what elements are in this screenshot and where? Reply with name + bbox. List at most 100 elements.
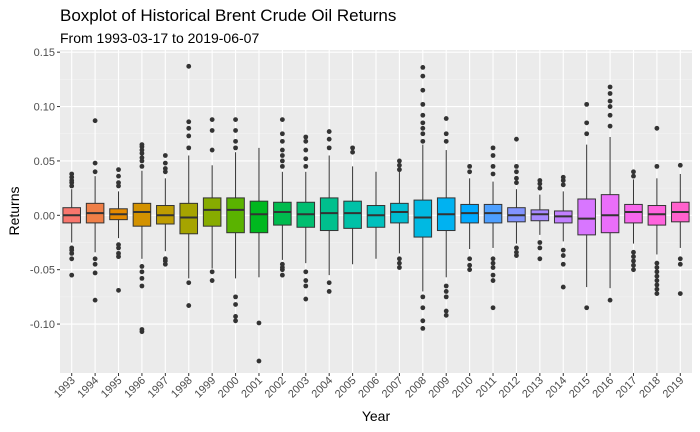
box-2016 (600, 84, 620, 303)
x-tick-label: 2007 (380, 375, 406, 401)
outlier-point (490, 260, 496, 266)
outlier-point (631, 258, 636, 264)
box-1997 (156, 153, 175, 267)
outlier-point (537, 256, 543, 262)
x-tick-label: 1996 (122, 375, 148, 401)
box-2019 (671, 162, 690, 297)
y-tick-label: 0.10 (34, 102, 55, 114)
box-body (647, 205, 667, 226)
outlier-point (467, 256, 473, 262)
outlier-point (654, 163, 660, 169)
box-1994 (85, 118, 105, 303)
outlier-point (467, 267, 473, 273)
x-tick-label: 2016 (590, 375, 616, 401)
outlier-point (209, 278, 215, 283)
outlier-point (303, 156, 309, 162)
outlier-point (654, 282, 660, 288)
outlier-point (654, 286, 660, 292)
outlier-point (326, 129, 332, 134)
box-body (273, 201, 292, 226)
x-tick-label: 2006 (356, 375, 382, 401)
outlier-point (677, 261, 683, 267)
box-2007 (390, 158, 409, 270)
outlier-point (677, 256, 683, 262)
outlier-point (443, 294, 449, 300)
outlier-point (303, 147, 309, 153)
outlier-point (186, 63, 192, 69)
outlier-point (514, 245, 519, 251)
box-1998 (179, 63, 199, 308)
y-tick-label: -0.10 (30, 319, 55, 331)
box-body (366, 205, 386, 228)
outlier-point (420, 138, 426, 144)
box-2000 (226, 117, 245, 324)
outlier-point (467, 163, 473, 169)
outlier-point (607, 104, 613, 109)
outlier-point (420, 131, 426, 137)
outlier-point (490, 256, 496, 262)
outlier-point (326, 280, 332, 286)
outlier-point (397, 158, 402, 164)
x-tick-label: 1993 (52, 375, 78, 401)
outlier-point (186, 125, 192, 131)
outlier-point (514, 136, 519, 142)
outlier-point (631, 169, 636, 175)
outlier-point (139, 275, 145, 281)
outlier-point (560, 174, 566, 180)
outlier-point (654, 278, 660, 283)
outlier-point (654, 273, 660, 279)
outlier-point (303, 163, 309, 169)
y-tick-label: 0.05 (34, 156, 55, 168)
outlier-point (560, 253, 566, 258)
outlier-point (514, 249, 519, 255)
box-2004 (319, 129, 339, 294)
outlier-point (233, 302, 238, 307)
outlier-point (233, 314, 238, 319)
outlier-point (209, 117, 215, 123)
outlier-point (116, 250, 121, 256)
outlier-point (443, 308, 449, 314)
outlier-point (490, 278, 496, 283)
box-1996 (132, 142, 152, 335)
outlier-point (631, 267, 636, 273)
outlier-point (233, 128, 238, 133)
outlier-point (139, 142, 145, 148)
box-2008 (413, 65, 433, 331)
x-tick-label: 1995 (99, 375, 125, 401)
outlier-point (397, 265, 402, 270)
box-body (226, 197, 245, 234)
outlier-point (186, 145, 192, 151)
outlier-point (443, 131, 449, 137)
outlier-point (279, 138, 285, 144)
box-2009 (436, 116, 456, 318)
box-body (319, 197, 339, 232)
outlier-point (303, 269, 309, 275)
box-2017 (624, 169, 643, 273)
outlier-point (420, 65, 426, 70)
x-tick-label: 2010 (450, 375, 476, 401)
outlier-point (420, 120, 426, 126)
box-2005 (343, 145, 362, 265)
y-axis: -0.10 -0.05 0.00 0.05 0.10 0.15 (30, 47, 60, 331)
x-axis: 1993199419951996199719981999200020012002… (52, 373, 686, 400)
outlier-point (607, 297, 613, 303)
outlier-point (420, 125, 426, 131)
outlier-point (162, 166, 168, 171)
outlier-point (607, 98, 613, 104)
outlier-point (233, 145, 238, 151)
outlier-point (443, 289, 449, 294)
outlier-point (279, 147, 285, 153)
outlier-point (279, 153, 285, 158)
outlier-point (560, 182, 566, 188)
outlier-point (654, 260, 660, 266)
outlier-point (186, 280, 192, 286)
outlier-point (420, 305, 426, 311)
x-tick-label: 2011 (474, 375, 499, 400)
box-1995 (109, 167, 128, 293)
outlier-point (420, 101, 426, 107)
outlier-point (233, 117, 238, 123)
outlier-point (139, 163, 145, 169)
outlier-point (92, 297, 98, 303)
outlier-point (139, 264, 145, 269)
